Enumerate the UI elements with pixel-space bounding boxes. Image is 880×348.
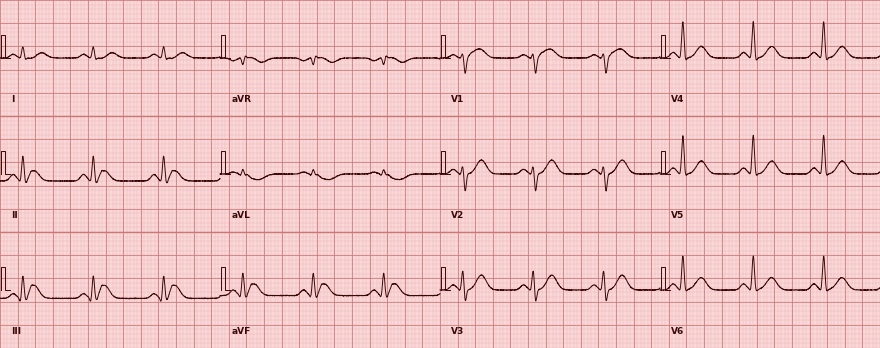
Text: V4: V4 — [671, 95, 685, 104]
Text: II: II — [11, 211, 18, 220]
Text: III: III — [11, 327, 22, 337]
Text: aVF: aVF — [231, 327, 251, 337]
Text: I: I — [11, 95, 15, 104]
Text: aVL: aVL — [231, 211, 250, 220]
Text: aVR: aVR — [231, 95, 252, 104]
Text: V2: V2 — [451, 211, 465, 220]
Text: V6: V6 — [671, 327, 685, 337]
Text: V1: V1 — [451, 95, 465, 104]
Text: V5: V5 — [671, 211, 685, 220]
Text: V3: V3 — [451, 327, 465, 337]
